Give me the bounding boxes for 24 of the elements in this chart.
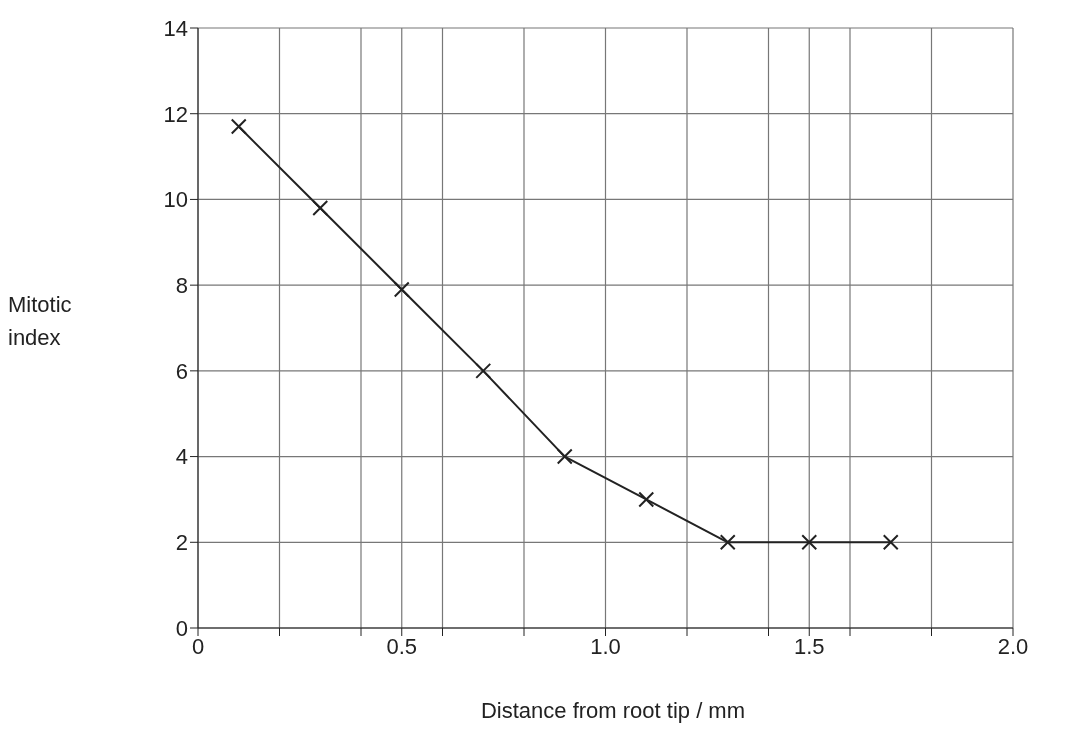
point: [638, 491, 655, 508]
x-axis-title: Distance from root tip / mm: [479, 698, 747, 724]
point: [393, 281, 410, 298]
y-tick-label: 6: [175, 358, 188, 384]
x-tick-label: 1.5: [793, 633, 825, 659]
x-tick-label: 1.0: [590, 633, 621, 659]
x-tick-label: 0.5: [386, 633, 418, 659]
y-tick-label: 14: [163, 15, 188, 41]
y-tick-label: 2: [175, 530, 188, 556]
y-tick-label: 10: [163, 187, 188, 213]
point: [230, 118, 247, 135]
point: [719, 534, 736, 551]
y-tick-label: 0: [175, 615, 188, 641]
y-tick-label: 4: [175, 444, 188, 470]
y-tick-label: 12: [163, 101, 188, 127]
y-tick-label: 8: [175, 272, 188, 298]
x-tick-label: 2.0: [997, 633, 1029, 659]
x-tick-label: 0: [191, 633, 205, 659]
point: [801, 534, 818, 551]
point: [475, 362, 492, 379]
y-axis-title: Mitotic index: [8, 291, 73, 352]
point: [882, 534, 899, 551]
point: [312, 200, 329, 216]
point: [556, 448, 573, 465]
